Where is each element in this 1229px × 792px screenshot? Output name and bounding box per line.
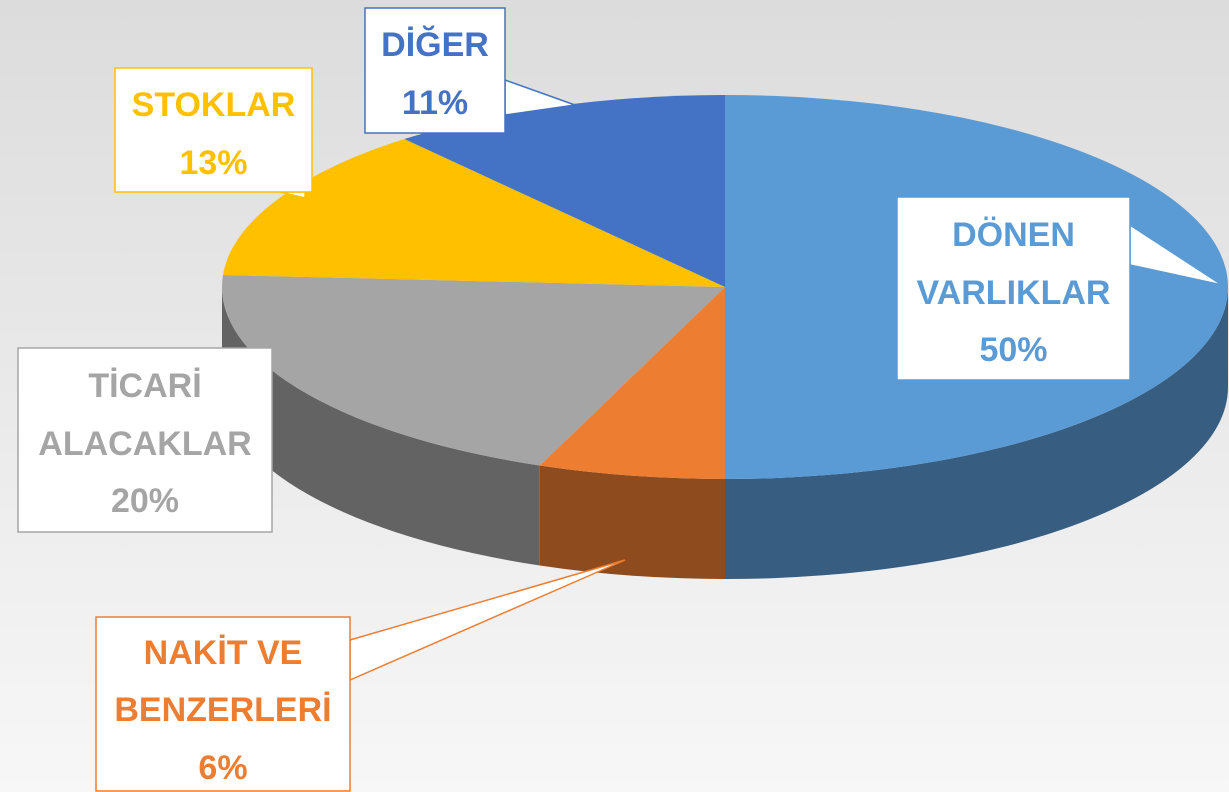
slice-side	[539, 465, 725, 579]
value-label: 6%	[198, 749, 247, 787]
value-label: 11%	[402, 84, 468, 122]
value-label: 13%	[179, 144, 247, 182]
label-box	[364, 7, 506, 134]
slice	[222, 139, 725, 287]
category-label: NAKİT VE BENZERLERİ	[114, 634, 331, 729]
category-label: DÖNEN VARLIKLAR	[917, 216, 1111, 312]
slice-side	[725, 287, 1228, 579]
label-box	[95, 616, 351, 792]
slice-side	[222, 287, 540, 566]
category-label: DİĞER	[381, 26, 489, 64]
category-label: TİCARİ ALACAKLAR	[38, 367, 251, 463]
label-box	[114, 67, 313, 193]
label-box	[17, 347, 273, 533]
slice	[404, 95, 725, 287]
slice	[221, 274, 725, 466]
label-box	[896, 196, 1131, 381]
value-label: 50%	[979, 331, 1047, 369]
pie-sides	[222, 287, 1228, 579]
value-label: 20%	[111, 482, 179, 520]
category-label: STOKLAR	[132, 86, 296, 124]
slice	[539, 287, 725, 479]
labels: DÖNEN VARLIKLAR 50% NAKİT VE BENZERLERİ 6% TİC…	[17, 7, 1223, 792]
